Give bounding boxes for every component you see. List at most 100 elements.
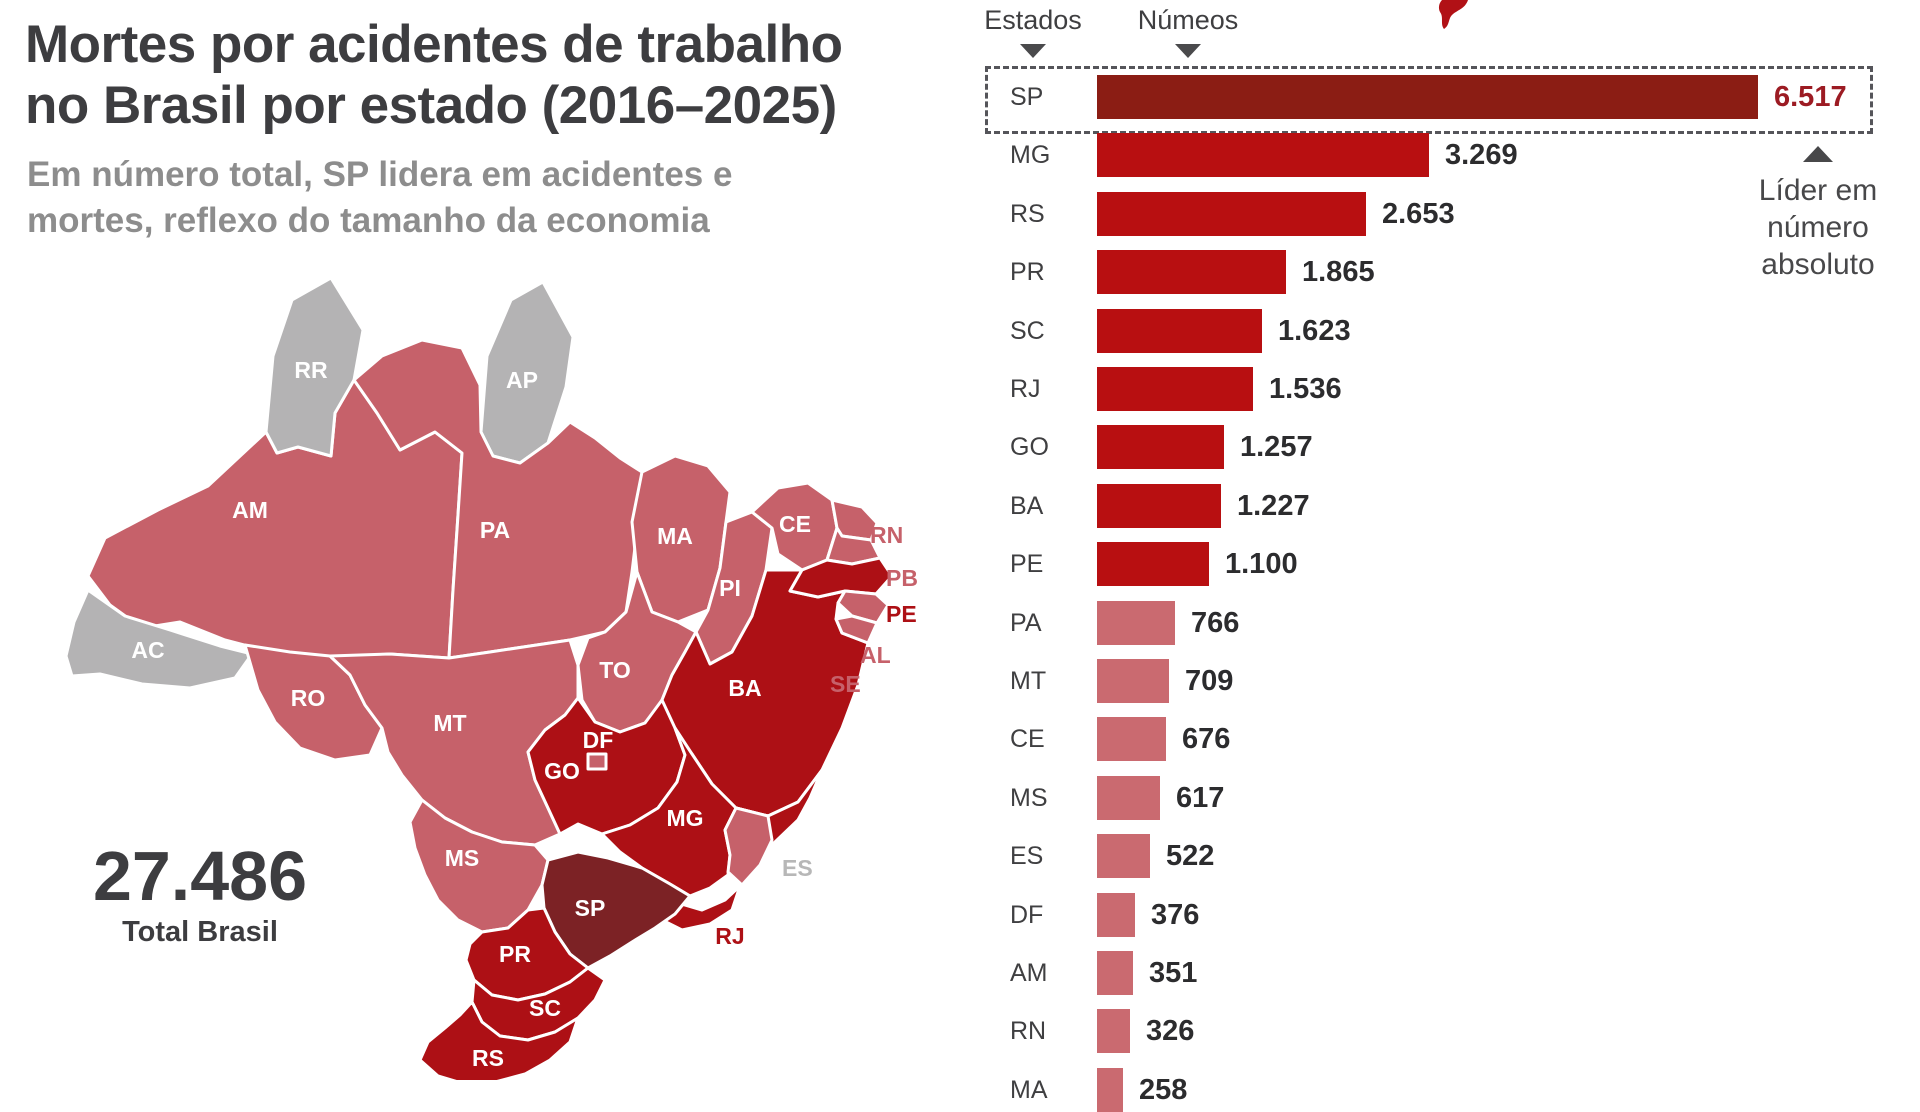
bar-MA bbox=[1097, 1067, 1123, 1112]
state-ES bbox=[723, 806, 774, 887]
bar-value-RJ: 1.536 bbox=[1269, 373, 1342, 405]
bar-value-GO: 1.257 bbox=[1240, 431, 1313, 464]
state-label-GO: GO bbox=[544, 758, 580, 784]
bar-value-PE: 1.100 bbox=[1225, 548, 1298, 581]
bar-MS bbox=[1097, 775, 1160, 820]
state-label-DF: DF bbox=[583, 727, 614, 753]
arrow-up-icon bbox=[1803, 146, 1833, 162]
state-label-AM: AM bbox=[232, 497, 268, 523]
bar-row-label-BA: BA bbox=[1010, 491, 1044, 520]
bar-value-SC: 1.623 bbox=[1278, 314, 1351, 347]
bar-value-ES: 522 bbox=[1166, 840, 1215, 873]
state-label-PI: PI bbox=[719, 575, 741, 601]
bar-value-DF: 376 bbox=[1151, 898, 1200, 931]
column-header-estados[interactable]: Estados bbox=[958, 5, 1108, 58]
state-RS bbox=[418, 1000, 580, 1080]
bar-RJ bbox=[1097, 367, 1253, 411]
bar-ES bbox=[1097, 834, 1150, 879]
bar-row-label-RJ: RJ bbox=[1010, 375, 1041, 403]
state-label-RO: RO bbox=[291, 685, 326, 711]
bar-value-MG: 3.269 bbox=[1445, 139, 1518, 172]
state-label-SE: SE bbox=[830, 671, 861, 697]
bar-row-label-ES: ES bbox=[1010, 842, 1044, 871]
state-label-AL: AL bbox=[860, 642, 891, 668]
bar-SC bbox=[1097, 308, 1262, 353]
total-brasil: 27.486 Total Brasil bbox=[80, 840, 320, 949]
bar-row-label-SC: SC bbox=[1010, 316, 1045, 345]
bar-value-RN: 326 bbox=[1146, 1015, 1195, 1048]
state-label-ES: ES bbox=[782, 855, 813, 881]
title-line-1: Mortes por acidentes de trabalho bbox=[25, 15, 843, 74]
bar-row-label-PA: PA bbox=[1010, 608, 1042, 637]
state-label-AC: AC bbox=[131, 637, 164, 663]
bar-PA bbox=[1097, 600, 1175, 645]
total-brasil-value: 27.486 bbox=[92, 837, 308, 915]
state-label-BA: BA bbox=[728, 675, 761, 701]
bar-value-MA: 258 bbox=[1139, 1073, 1188, 1106]
bar-CE bbox=[1097, 717, 1166, 762]
state-label-TO: TO bbox=[599, 657, 631, 683]
bar-value-AM: 351 bbox=[1149, 957, 1198, 989]
state-SE bbox=[834, 614, 879, 645]
state-PE bbox=[788, 556, 894, 599]
bar-row-label-MA: MA bbox=[1010, 1075, 1048, 1104]
state-label-RJ: RJ bbox=[715, 923, 744, 949]
bar-GO bbox=[1097, 425, 1224, 470]
bar-value-RS: 2.653 bbox=[1382, 197, 1455, 230]
bar-row-label-CE: CE bbox=[1010, 725, 1045, 754]
bar-value-SP: 6.517 bbox=[1774, 81, 1847, 113]
state-label-MT: MT bbox=[433, 710, 466, 736]
bar-row-label-DF: DF bbox=[1010, 900, 1044, 929]
state-DF bbox=[586, 752, 608, 771]
bar-row-label-MS: MS bbox=[1010, 783, 1048, 812]
leader-note-line-3: absoluto bbox=[1761, 248, 1875, 281]
subtitle-line-1: Em número total, SP lidera em acidentes … bbox=[27, 155, 733, 194]
sort-caret-down-icon bbox=[1020, 44, 1046, 58]
bar-row-label-PR: PR bbox=[1010, 258, 1045, 287]
state-label-MA: MA bbox=[657, 523, 693, 549]
bar-row-label-SP: SP bbox=[1010, 83, 1044, 111]
page-subtitle: Em número total, SP lidera em acidentes … bbox=[27, 152, 927, 244]
bar-BA bbox=[1097, 483, 1221, 528]
bar-AM bbox=[1097, 951, 1133, 995]
state-label-PE: PE bbox=[886, 601, 917, 627]
bar-value-CE: 676 bbox=[1182, 723, 1231, 756]
state-label-AP: AP bbox=[506, 367, 538, 393]
bar-row-label-RN: RN bbox=[1010, 1017, 1047, 1046]
state-label-PB: PB bbox=[886, 565, 918, 591]
state-label-SC: SC bbox=[529, 995, 561, 1021]
state-label-RS: RS bbox=[472, 1045, 504, 1071]
brazil-choropleth-map: AM RR AP AC PA MA PI CE RN PB TO RO MT MS BA PE AL SE GO MG… bbox=[64, 276, 918, 1080]
leader-note-line-2: número bbox=[1767, 211, 1869, 244]
bar-SP bbox=[1097, 75, 1758, 119]
state-label-RN: RN bbox=[870, 522, 903, 548]
highlight-box-sp bbox=[985, 66, 1873, 134]
state-label-MG: MG bbox=[666, 805, 703, 831]
bar-PR bbox=[1097, 250, 1286, 295]
bar-row-label-GO: GO bbox=[1010, 433, 1049, 462]
column-header-numeos[interactable]: Númeos bbox=[1113, 5, 1263, 58]
bar-row-label-MT: MT bbox=[1010, 667, 1047, 695]
state-label-CE: CE bbox=[779, 511, 811, 537]
column-header-numeos-label: Númeos bbox=[1137, 5, 1239, 35]
state-label-PA: PA bbox=[480, 517, 510, 543]
bar-value-MT: 709 bbox=[1185, 665, 1234, 697]
bar-row-label-RS: RS bbox=[1010, 199, 1045, 228]
bar-MG bbox=[1097, 133, 1429, 178]
bar-MT bbox=[1097, 659, 1169, 703]
subtitle-line-2: mortes, reflexo do tamanho da economia bbox=[27, 201, 710, 240]
state-label-MS: MS bbox=[445, 845, 480, 871]
bar-row-label-MG: MG bbox=[1010, 141, 1051, 170]
column-header-estados-label: Estados bbox=[984, 5, 1082, 35]
bar-RS bbox=[1097, 191, 1366, 236]
leader-annotation: Líder em número absoluto bbox=[1738, 146, 1898, 283]
page-title: Mortes por acidentes de trabalho no Bras… bbox=[25, 14, 985, 136]
title-line-2: no Brasil por estado (2016–2025) bbox=[25, 76, 837, 135]
leader-note-line-1: Líder em bbox=[1758, 174, 1878, 207]
brand-swoosh-icon bbox=[1438, 0, 1468, 29]
total-brasil-label: Total Brasil bbox=[122, 916, 278, 948]
bar-value-BA: 1.227 bbox=[1237, 489, 1310, 522]
bar-row-label-PE: PE bbox=[1010, 550, 1044, 579]
bar-value-PA: 766 bbox=[1191, 606, 1240, 639]
bar-RN bbox=[1097, 1009, 1130, 1054]
